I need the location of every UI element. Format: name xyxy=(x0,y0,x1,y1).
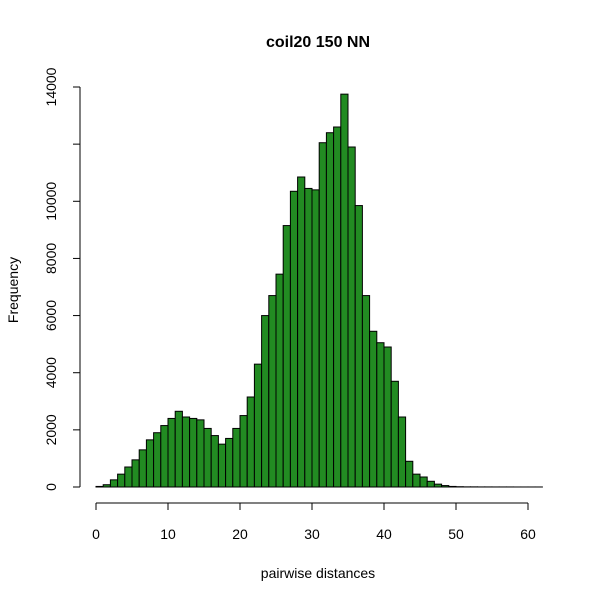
histogram-bar xyxy=(311,189,320,488)
histogram-bar xyxy=(426,480,435,488)
histogram-bar xyxy=(282,225,291,488)
histogram-bar xyxy=(448,485,457,488)
histogram-bar xyxy=(239,415,248,488)
histogram-bar xyxy=(109,479,119,488)
histogram-bar xyxy=(405,460,414,488)
histogram-bar xyxy=(347,146,356,488)
histogram-bar xyxy=(297,176,306,488)
y-tick-label: 2000 xyxy=(43,414,59,445)
histogram-bar xyxy=(117,473,126,488)
x-tick-label: 30 xyxy=(304,526,320,542)
histogram-bar xyxy=(275,273,284,488)
histogram-bar xyxy=(225,437,234,488)
x-tick-label: 0 xyxy=(92,526,100,542)
histogram-bar xyxy=(253,363,263,488)
histogram-bar xyxy=(340,93,349,488)
bars-group xyxy=(95,93,543,488)
histogram-bar xyxy=(138,449,147,488)
histogram-bar xyxy=(354,205,363,488)
histogram-bar xyxy=(397,416,407,488)
histogram-bar xyxy=(261,315,270,488)
y-tick-label: 4000 xyxy=(43,357,59,388)
x-tick-label: 50 xyxy=(448,526,464,542)
x-axis-label: pairwise distances xyxy=(261,565,375,581)
y-tick-label: 6000 xyxy=(43,300,59,331)
histogram-bar xyxy=(376,342,385,488)
histogram-bar xyxy=(174,410,183,488)
histogram-bar xyxy=(160,425,169,488)
histogram-bar xyxy=(268,295,277,488)
histogram-bar xyxy=(153,432,162,488)
x-tick-label: 20 xyxy=(232,526,248,542)
histogram-bar xyxy=(246,396,255,488)
histogram-bar xyxy=(232,427,241,488)
histogram-bar xyxy=(196,419,205,488)
histogram-bar xyxy=(383,346,392,488)
histogram-bar xyxy=(441,485,450,488)
x-tick-label: 10 xyxy=(160,526,176,542)
histogram-bar xyxy=(131,459,140,488)
y-tick-label: 10000 xyxy=(43,182,59,221)
histogram-bar xyxy=(210,435,219,488)
histogram-bar xyxy=(124,466,133,488)
histogram-bar xyxy=(304,187,313,488)
x-axis: 0 10 20 30 40 50 60 xyxy=(92,502,536,542)
x-tick-label: 40 xyxy=(376,526,392,542)
y-axis: 0 2000 4000 6000 8000 10000 14000 xyxy=(43,67,81,491)
histogram-bar xyxy=(145,439,155,488)
y-tick-label: 0 xyxy=(43,483,59,491)
histogram-bar xyxy=(412,473,421,488)
histogram-bar xyxy=(189,417,198,488)
histogram-bar xyxy=(361,295,371,488)
histogram-bar xyxy=(390,380,399,488)
y-tick-label: 14000 xyxy=(43,67,59,106)
histogram-bar xyxy=(181,416,191,488)
histogram-bar xyxy=(333,126,342,488)
x-tick-label: 60 xyxy=(520,526,536,542)
y-axis-label: Frequency xyxy=(5,257,21,323)
chart-title: coil20 150 NN xyxy=(266,34,370,51)
histogram-bar xyxy=(433,483,443,488)
histogram-bar xyxy=(419,476,428,488)
histogram-bar xyxy=(325,132,335,488)
histogram-bar xyxy=(102,484,111,488)
histogram-bar xyxy=(369,330,378,488)
histogram-bar xyxy=(95,485,104,488)
histogram-bar xyxy=(318,142,327,488)
histogram-bar xyxy=(217,443,227,488)
histogram-bar xyxy=(289,190,299,488)
histogram-bar xyxy=(203,427,212,488)
histogram-bar xyxy=(167,417,176,488)
y-tick-label: 8000 xyxy=(43,243,59,274)
